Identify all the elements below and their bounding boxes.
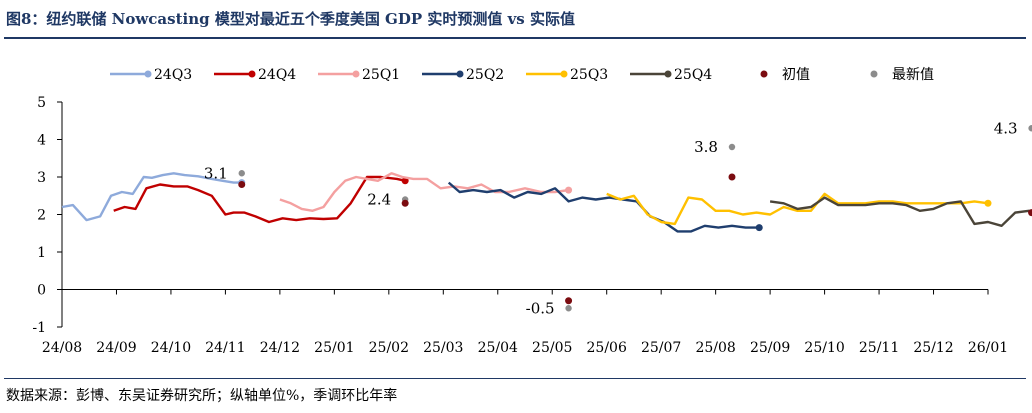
series-line-24q3: [61, 172, 242, 222]
initial-value-dot: [728, 173, 736, 181]
y-tick-label: 0: [37, 283, 46, 299]
y-tick-label: 1: [37, 245, 46, 261]
latest-value-dot: [1028, 125, 1032, 132]
latest-value-label: 4.3: [994, 119, 1018, 137]
y-tick-label: 3: [37, 170, 46, 186]
y-tick-label: 5: [37, 95, 46, 111]
legend-label: 25Q2: [466, 67, 504, 83]
latest-value-label: 2.4: [367, 191, 391, 209]
series-line-24q4: [113, 175, 406, 224]
initial-value-dot: [565, 297, 573, 305]
x-tick-label: 25/01: [314, 340, 354, 356]
legend-marker-24q4: [248, 70, 256, 78]
x-tick-label: 25/10: [804, 340, 844, 356]
y-tick-label: 4: [37, 133, 46, 149]
x-tick-label: 25/08: [695, 340, 735, 356]
source-note: 数据来源：彭博、东吴证券研究所；纵轴单位%，季调环比年率: [6, 388, 398, 404]
legend-marker-25q3: [560, 70, 568, 78]
x-tick-label: 24/11: [205, 340, 245, 356]
legend-marker-24q3: [144, 70, 152, 78]
legend-dot-initial: [760, 70, 768, 78]
legend-label: 25Q1: [362, 67, 400, 83]
series-end-marker-25q3: [984, 199, 992, 207]
x-tick-label: 25/03: [423, 340, 463, 356]
legend-label: 初值: [782, 66, 810, 83]
x-tick-label: 24/12: [260, 340, 300, 356]
x-tick-label: 25/06: [587, 340, 627, 356]
series-end-marker-25q1: [565, 186, 573, 194]
x-tick-label: 24/10: [151, 340, 191, 356]
x-tick-label: 25/07: [641, 340, 681, 356]
x-tick-label: 24/09: [96, 340, 136, 356]
x-tick-label: 25/09: [750, 340, 790, 356]
series-line-25q2: [447, 181, 760, 233]
legend-marker-25q4: [664, 70, 672, 78]
latest-value-dot: [565, 305, 572, 312]
legend-label: 24Q3: [154, 67, 192, 83]
x-tick-label: 25/05: [532, 340, 572, 356]
y-tick-label: 2: [37, 208, 46, 224]
latest-value-label: 3.8: [694, 138, 718, 156]
initial-value-dot: [1028, 209, 1032, 217]
x-tick-label: 25/04: [478, 340, 518, 356]
series-line-25q3: [606, 192, 989, 226]
figure-title: 图8：纽约联储 Nowcasting 模型对最近五个季度美国 GDP 实时预测值…: [6, 10, 575, 28]
source-rule: [4, 378, 1026, 379]
x-tick-label: 24/08: [42, 340, 82, 356]
latest-value-label: -0.5: [526, 299, 555, 317]
legend-label: 25Q3: [570, 67, 608, 83]
series-line-25q1: [279, 172, 569, 213]
legend-marker-25q2: [456, 70, 464, 78]
legend-marker-25q1: [352, 70, 360, 78]
series-end-marker-25q2: [755, 224, 763, 232]
legend-label: 最新值: [892, 67, 934, 83]
x-tick-label: 25/11: [859, 340, 899, 356]
legend-label: 25Q4: [674, 67, 712, 83]
latest-value-label: 3.1: [204, 164, 228, 182]
y-tick-label: -1: [32, 320, 46, 336]
x-tick-label: 26/01: [968, 340, 1008, 356]
legend-dot-latest: [870, 70, 878, 78]
latest-value-dot: [238, 170, 245, 177]
latest-value-dot: [728, 143, 736, 151]
x-tick-label: 25/12: [913, 340, 953, 356]
series-line-25q4: [769, 196, 1032, 228]
title-rule: [4, 37, 1026, 39]
nowcast-line-chart: -1 0 1 2 3 4 5 24/08 24/09 24/10 24/11 24/12 25/01 25…: [32, 66, 1032, 356]
initial-value-dot: [401, 199, 409, 207]
initial-value-dot: [238, 181, 246, 188]
legend-label: 24Q4: [258, 67, 296, 83]
x-tick-label: 25/02: [369, 340, 409, 356]
